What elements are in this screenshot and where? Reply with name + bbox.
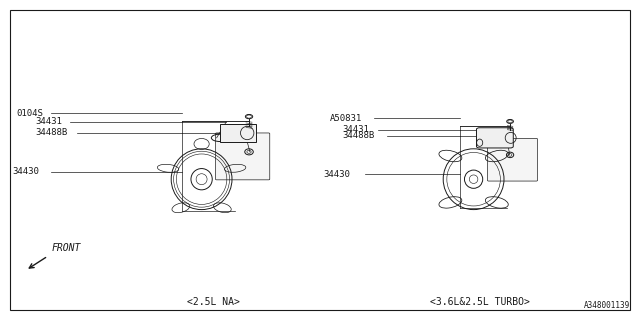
Text: 34488B: 34488B [35,128,67,137]
Text: <2.5L NA>: <2.5L NA> [188,297,240,307]
FancyBboxPatch shape [216,133,270,180]
Text: A348001139: A348001139 [584,301,630,310]
Text: 34430: 34430 [323,170,350,179]
Text: <3.6L&2.5L TURBO>: <3.6L&2.5L TURBO> [429,297,530,307]
Text: 34430: 34430 [13,167,40,176]
FancyBboxPatch shape [488,139,538,181]
Text: 34431: 34431 [35,117,62,126]
Text: 34488B: 34488B [342,131,374,140]
Text: A50831: A50831 [330,114,362,123]
FancyBboxPatch shape [220,124,256,141]
Text: 0104S: 0104S [16,109,43,118]
Text: FRONT: FRONT [51,243,81,253]
FancyBboxPatch shape [476,128,513,148]
Text: 34431: 34431 [342,125,369,134]
